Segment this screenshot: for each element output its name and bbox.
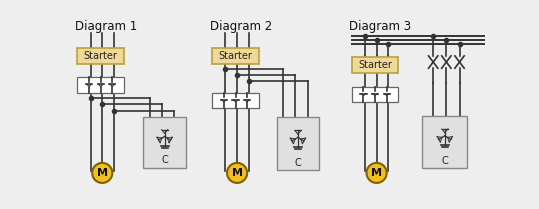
Text: Starter: Starter [219,51,252,61]
Bar [78,48,124,64]
Circle shape [227,163,247,183]
Bar [212,48,259,64]
Text: Starter: Starter [358,60,392,70]
Text: C: C [161,155,168,165]
Text: Diagram 3: Diagram 3 [349,20,412,33]
Text: M: M [371,168,382,178]
Bar [212,93,259,108]
Text: C: C [441,156,448,166]
Text: Starter: Starter [84,51,118,61]
Text: M: M [96,168,108,178]
Circle shape [367,163,386,183]
Bar [352,87,398,102]
Bar [78,78,124,93]
Text: M: M [232,168,243,178]
Circle shape [92,163,112,183]
Text: C: C [294,158,301,168]
Bar [277,117,319,170]
Text: Diagram 1: Diagram 1 [75,20,137,33]
Text: Diagram 2: Diagram 2 [210,20,272,33]
Bar [423,116,467,168]
Bar [352,57,398,73]
Bar [143,117,186,168]
